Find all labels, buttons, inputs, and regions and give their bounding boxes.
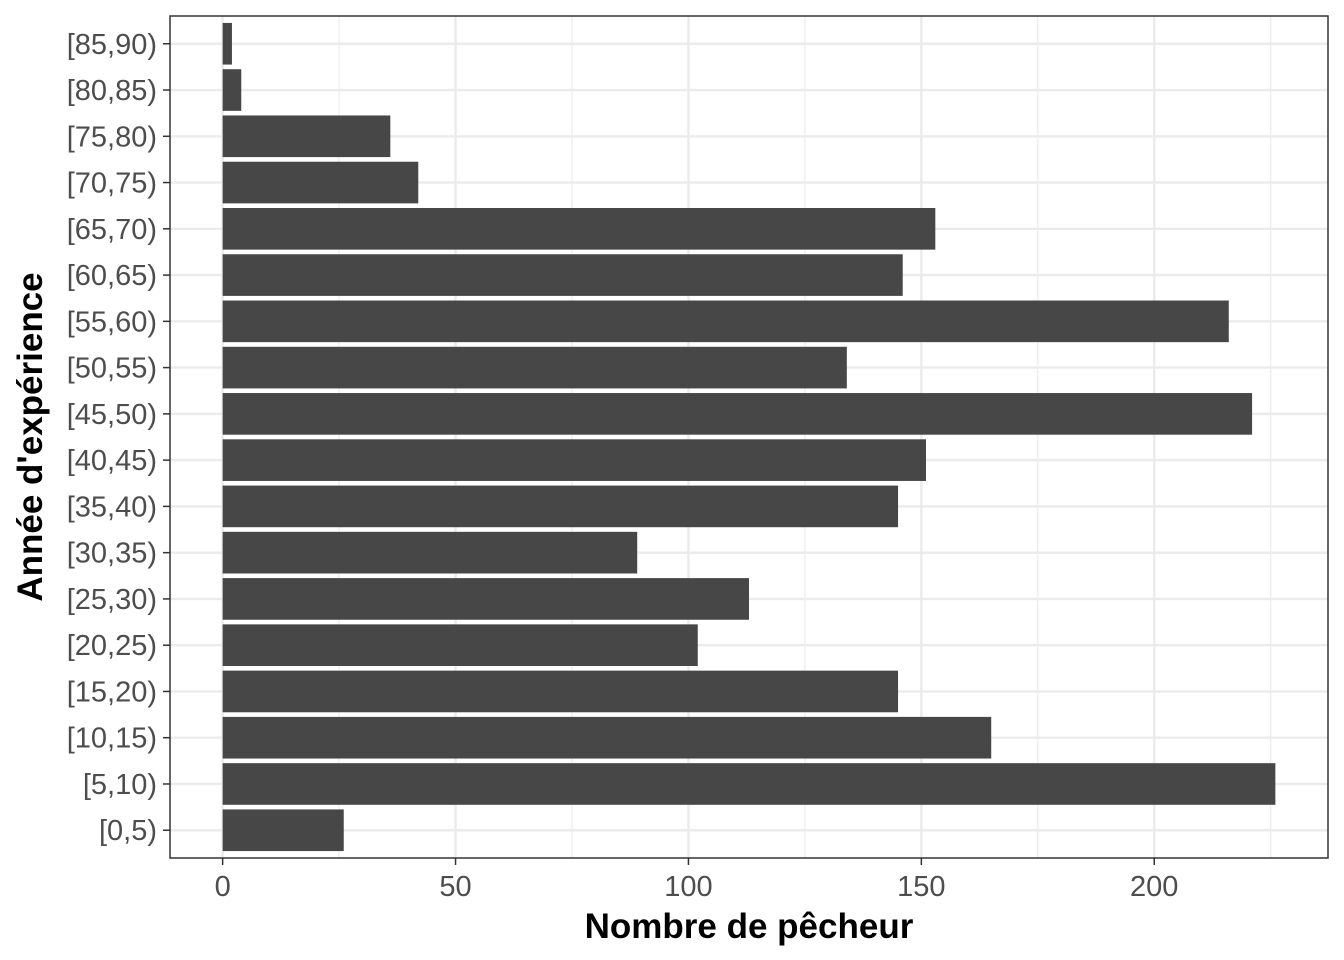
bar-[80,85) <box>222 69 242 111</box>
y-tick-label: [10,15) <box>67 723 157 755</box>
x-tick-label: 200 <box>1130 871 1178 903</box>
y-tick-label: [0,5) <box>99 815 157 847</box>
y-tick-label: [75,80) <box>67 121 157 153</box>
x-tick-label: 100 <box>664 871 712 903</box>
y-tick-label: [20,25) <box>67 630 157 662</box>
bar-[0,5) <box>222 809 344 852</box>
x-tick-label: 150 <box>897 871 945 903</box>
x-tick-label: 50 <box>439 871 471 903</box>
bar-[75,80) <box>222 115 391 158</box>
bar-[40,45) <box>222 439 927 481</box>
bar-[25,30) <box>222 578 750 620</box>
y-tick-label: [30,35) <box>67 538 157 570</box>
bar-[45,50) <box>222 393 1253 435</box>
y-tick-label: [5,10) <box>83 769 157 801</box>
y-tick-label: [55,60) <box>67 306 157 338</box>
bar-[20,25) <box>222 624 698 667</box>
y-tick-label: [85,90) <box>67 29 157 61</box>
y-axis-title: Année d'expérience <box>11 272 50 601</box>
panel-border <box>169 15 1329 859</box>
y-tick-label: [35,40) <box>67 491 157 523</box>
bars-layer <box>222 22 1276 852</box>
bar-[10,15) <box>222 716 992 759</box>
bar-[85,90) <box>222 22 232 65</box>
bar-[30,35) <box>222 531 638 574</box>
y-tick-label: [60,65) <box>67 260 157 292</box>
x-axis-title: Nombre de pêcheur <box>585 907 914 946</box>
y-tick-label: [45,50) <box>67 399 157 431</box>
y-tick-label: [70,75) <box>67 168 157 200</box>
y-tick-label: [65,70) <box>67 214 157 246</box>
y-tick-label: [80,85) <box>67 75 157 107</box>
y-tick-label: [25,30) <box>67 584 157 616</box>
y-tick-label: [50,55) <box>67 353 157 385</box>
y-tick-label: [40,45) <box>67 445 157 477</box>
bar-[65,70) <box>222 207 936 250</box>
bar-[50,55) <box>222 346 847 389</box>
x-tick-label: 0 <box>215 871 231 903</box>
bar-[60,65) <box>222 254 903 296</box>
bar-[35,40) <box>222 485 899 528</box>
bar-[70,75) <box>222 161 419 204</box>
bar-[55,60) <box>222 300 1229 343</box>
y-tick-label: [15,20) <box>67 676 157 708</box>
bar-[15,20) <box>222 670 899 713</box>
axis-layer: [0,5) [5,10) [10,15) [15,20) [20,25) [25,30) [… <box>67 29 1179 903</box>
bar-[5,10) <box>222 763 1276 805</box>
